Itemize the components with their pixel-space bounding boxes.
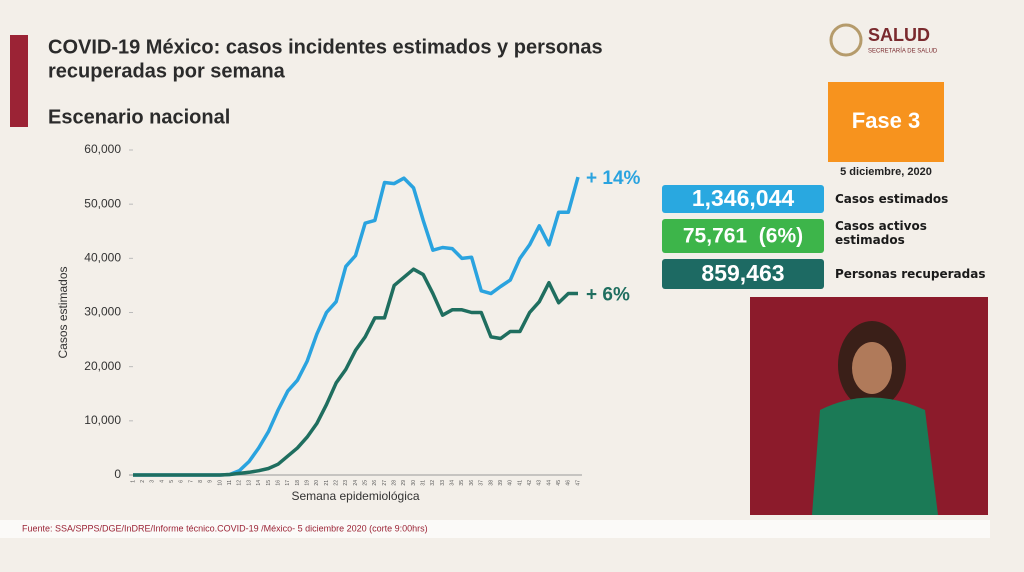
x-tick-label: 47 bbox=[575, 480, 581, 486]
x-tick-label: 27 bbox=[382, 480, 388, 486]
x-tick-label: 43 bbox=[537, 480, 543, 486]
stat-label: Casos estimados bbox=[835, 192, 949, 206]
x-tick-label: 21 bbox=[324, 480, 330, 486]
x-tick-label: 38 bbox=[488, 480, 494, 486]
y-tick-label: 0 bbox=[114, 467, 121, 481]
x-tick-label: 22 bbox=[333, 480, 339, 486]
x-tick-label: 15 bbox=[266, 480, 272, 486]
x-tick-label: 23 bbox=[343, 480, 349, 486]
y-tick-label: 50,000 bbox=[84, 196, 121, 210]
accent-bar bbox=[10, 35, 28, 127]
x-tick-label: 18 bbox=[295, 480, 301, 486]
y-axis-label: Casos estimados bbox=[56, 266, 70, 358]
x-tick-label: 46 bbox=[566, 480, 572, 486]
logo-emblem bbox=[829, 23, 863, 57]
x-tick-label: 24 bbox=[353, 480, 359, 486]
x-tick-label: 13 bbox=[246, 480, 252, 486]
y-tick-label: 10,000 bbox=[84, 413, 121, 427]
phase-box bbox=[828, 82, 944, 162]
x-tick-label: 36 bbox=[469, 480, 475, 486]
x-tick-label: 9 bbox=[208, 480, 214, 483]
x-tick-label: 20 bbox=[314, 480, 320, 486]
video-person-body bbox=[812, 397, 938, 515]
stat-value: 75,761 (6%) bbox=[683, 225, 803, 248]
x-tick-label: 37 bbox=[479, 480, 485, 486]
x-tick-label: 34 bbox=[450, 480, 456, 486]
x-tick-label: 4 bbox=[159, 480, 165, 483]
stat-box bbox=[662, 185, 824, 213]
x-tick-label: 41 bbox=[517, 480, 523, 486]
date: 5 diciembre, 2020 bbox=[840, 166, 932, 178]
series-line bbox=[133, 267, 578, 477]
x-tick-label: 8 bbox=[198, 480, 204, 483]
x-tick-label: 39 bbox=[498, 480, 504, 486]
x-tick-label: 11 bbox=[227, 480, 233, 485]
x-tick-label: 25 bbox=[363, 480, 369, 486]
logo: SALUD bbox=[868, 25, 930, 45]
x-tick-label: 3 bbox=[150, 480, 156, 483]
x-tick-label: 10 bbox=[217, 480, 223, 486]
x-tick-label: 2 bbox=[140, 480, 146, 483]
stat-value: 859,463 bbox=[701, 260, 784, 286]
x-tick-label: 40 bbox=[508, 480, 514, 486]
x-tick-label: 29 bbox=[401, 480, 407, 486]
x-tick-label: 12 bbox=[237, 480, 243, 486]
x-tick-label: 7 bbox=[188, 480, 194, 483]
x-tick-label: 28 bbox=[392, 480, 398, 486]
x-tick-label: 45 bbox=[556, 480, 562, 486]
title: recuperadas por semana bbox=[48, 60, 286, 82]
x-tick-label: 14 bbox=[256, 480, 262, 486]
y-tick-label: 30,000 bbox=[84, 305, 121, 319]
x-tick-label: 44 bbox=[546, 480, 552, 486]
stat-value: 1,346,044 bbox=[692, 185, 795, 211]
x-tick-label: 32 bbox=[430, 480, 436, 486]
footer-source: Fuente: SSA/SPPS/DGE/InDRE/Informe técni… bbox=[22, 523, 428, 533]
title: COVID-19 México: casos incidentes estima… bbox=[48, 36, 603, 58]
x-tick-label: 5 bbox=[169, 480, 175, 483]
stat-box bbox=[662, 259, 824, 289]
annotation: + 6% bbox=[586, 285, 630, 306]
subtitle: Escenario nacional bbox=[48, 106, 230, 128]
stat-label: Casos activos estimados bbox=[835, 219, 927, 247]
y-tick-label: 60,000 bbox=[84, 142, 121, 156]
phase: Fase 3 bbox=[852, 108, 921, 133]
stat-box bbox=[662, 219, 824, 253]
y-tick-label: 40,000 bbox=[84, 251, 121, 265]
stat-label: Personas recuperadas bbox=[835, 267, 986, 281]
x-tick-label: 16 bbox=[275, 480, 281, 486]
x-tick-label: 19 bbox=[304, 480, 310, 486]
x-tick-label: 35 bbox=[459, 480, 465, 486]
x-tick-label: 1 bbox=[130, 480, 136, 483]
x-tick-label: 6 bbox=[179, 480, 185, 483]
x-tick-label: 33 bbox=[440, 480, 446, 486]
x-tick-label: 42 bbox=[527, 480, 533, 486]
x-tick-label: 31 bbox=[421, 480, 427, 486]
x-tick-label: 26 bbox=[372, 480, 378, 486]
x-tick-label: 17 bbox=[285, 480, 291, 486]
y-tick-label: 20,000 bbox=[84, 359, 121, 373]
x-tick-label: 30 bbox=[411, 480, 417, 486]
logo-sub: SECRETARÍA DE SALUD bbox=[868, 48, 938, 55]
annotation: + 14% bbox=[586, 168, 641, 189]
video-person-face bbox=[852, 342, 892, 394]
footer-bar bbox=[0, 520, 990, 538]
x-axis-label: Semana epidemiológica bbox=[291, 489, 419, 503]
